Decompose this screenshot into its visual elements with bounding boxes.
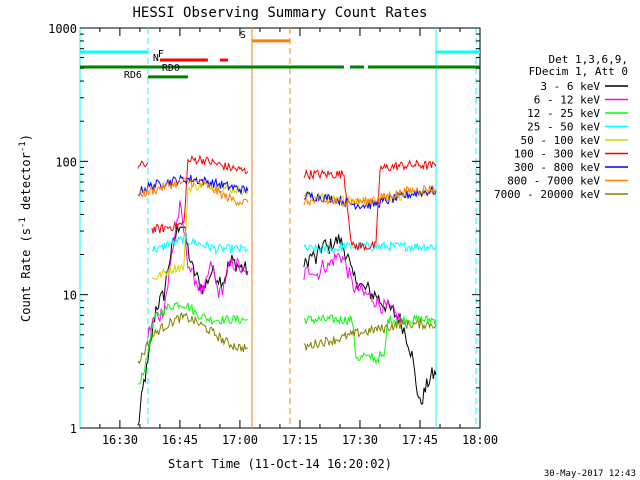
footer-date: 30-May-2017 12:43 (544, 469, 636, 479)
series-line (151, 180, 249, 280)
y-axis-label-mid: detector (19, 152, 33, 217)
y-axis-label-end: ) (19, 134, 33, 141)
x-tick-label: 17:00 (222, 433, 258, 447)
legend-label: 3 - 6 keV (540, 80, 600, 93)
series-line (303, 317, 437, 351)
series-line (303, 314, 437, 365)
series-group (137, 311, 437, 365)
flag-label: RD6 (124, 70, 142, 81)
x-tick-label: 16:45 (162, 433, 198, 447)
series-line (303, 184, 437, 207)
legend-label: 12 - 25 keV (527, 107, 600, 120)
legend-header: Det 1,3,6,9, (549, 53, 628, 66)
y-axis-label-main: Count Rate (s (19, 228, 33, 322)
series-line (137, 311, 249, 365)
series-group (137, 174, 437, 210)
legend-label: 300 - 800 keV (514, 161, 600, 174)
legend-label: 25 - 50 keV (527, 121, 600, 134)
series-line (303, 184, 437, 210)
series-line (137, 301, 249, 385)
series-group (137, 225, 437, 426)
legend-label: 7000 - 20000 keV (494, 188, 600, 201)
x-tick-label: 17:45 (402, 433, 438, 447)
axes-layer: 16:30 16:45 17:00 17:15 17:30 17:45 18:00 1 10 10… (48, 22, 498, 447)
series-line (151, 234, 249, 256)
series-line (137, 177, 249, 207)
series-group (151, 234, 437, 256)
series-line (137, 160, 149, 169)
flag-label: N (153, 53, 159, 64)
series-group (147, 200, 405, 338)
x-tick-label: 17:15 (282, 433, 318, 447)
plot-frame (79, 27, 481, 429)
series-line (151, 154, 249, 234)
legend-label: 6 - 12 keV (534, 94, 601, 107)
y-axis-label-sup1: -1 (18, 217, 28, 228)
legend-header: FDecim 1, Att 0 (529, 65, 628, 78)
series-line (147, 200, 249, 338)
x-tick-label: 16:30 (102, 433, 138, 447)
flag-label: RD0 (162, 63, 180, 74)
chart-title: HESSI Observing Summary Count Rates (132, 5, 427, 21)
series-group (137, 177, 437, 207)
series-line (303, 252, 405, 325)
series-line (303, 159, 437, 251)
series-line (137, 225, 249, 426)
y-axis-label-sup2: -1 (18, 141, 28, 152)
series-layer (137, 154, 437, 426)
x-tick-label: 18:00 (462, 433, 498, 447)
flag-label: S (240, 30, 246, 41)
legend-label: 50 - 100 keV (521, 134, 601, 147)
y-tick-label: 1 (70, 422, 77, 436)
series-group (137, 154, 437, 251)
series-line (303, 234, 437, 405)
flag-bars: N S F RD0 RD6 (80, 30, 480, 81)
series-line (137, 174, 249, 197)
x-axis-label: Start Time (11-Oct-14 16:20:02) (168, 457, 392, 471)
vertical-markers (79, 28, 477, 428)
y-tick-label: 100 (55, 155, 77, 169)
legend-label: 100 - 300 keV (514, 148, 600, 161)
series-group (137, 301, 437, 385)
y-axis-label: Count Rate (s-1 detector-1) (18, 134, 33, 322)
y-tick-label: 10 (63, 289, 77, 303)
y-tick-label: 1000 (48, 22, 77, 36)
legend-label: 800 - 7000 keV (507, 175, 600, 188)
flag-label: F (158, 49, 164, 60)
series-group (151, 180, 437, 280)
x-tick-label: 17:30 (342, 433, 378, 447)
